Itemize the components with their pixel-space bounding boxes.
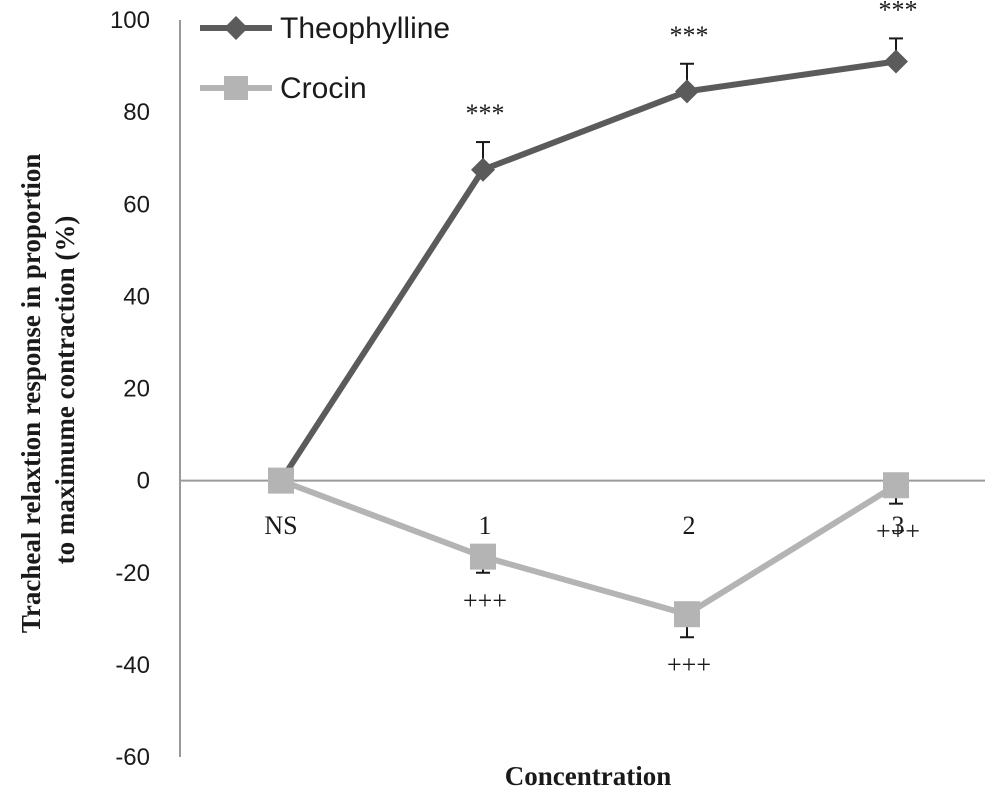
y-axis-title-line-1: Tracheal relaxtion response in proportio… <box>16 154 46 634</box>
y-axis-title: Tracheal relaxtion response in proportio… <box>16 147 80 633</box>
y-tick-label: -20 <box>115 560 150 587</box>
legend-marker <box>224 76 248 100</box>
y-tick-label: 80 <box>123 99 150 126</box>
x-category-label: NS <box>264 511 297 540</box>
y-tick-label: -60 <box>115 744 150 771</box>
legend-label: Theophylline <box>280 12 450 45</box>
y-axis-title-line-2: to maximume contraction (%) <box>50 216 80 565</box>
legend-marker <box>224 16 248 40</box>
y-tick-label: 60 <box>123 191 150 218</box>
y-tick-labels: 100 80 60 40 20 0 -20 -40 -60 <box>110 7 150 771</box>
significance-mark: +++ <box>667 650 711 679</box>
x-category-label: 2 <box>683 511 696 540</box>
significance-mark: *** <box>879 0 918 24</box>
legend-item-crocin: Crocin <box>200 72 367 105</box>
series-line <box>279 477 898 618</box>
significance-annotations: *** *** *** +++ +++ +++ <box>463 0 920 679</box>
series-group <box>268 37 909 639</box>
y-tick-label: 20 <box>123 376 150 403</box>
y-tick-label: 100 <box>110 7 150 34</box>
x-axis-title: Concentration <box>505 761 671 788</box>
legend-item-theophylline: Theophylline <box>200 12 450 45</box>
data-point <box>675 79 699 104</box>
data-point <box>470 543 496 570</box>
y-tick-label: 0 <box>137 468 150 495</box>
legend: Theophylline Crocin <box>200 12 450 105</box>
significance-mark: +++ <box>463 586 507 615</box>
x-category-label: 1 <box>479 511 492 540</box>
x-category-labels: NS 1 2 3 <box>264 511 904 540</box>
significance-mark: *** <box>670 21 709 50</box>
axes <box>179 20 985 757</box>
significance-mark: *** <box>466 99 505 128</box>
x-category-label: 3 <box>892 511 905 540</box>
y-tick-label: 40 <box>123 283 150 310</box>
legend-label: Crocin <box>280 72 367 105</box>
data-point <box>268 467 294 494</box>
data-point <box>883 472 909 499</box>
data-point <box>674 601 700 628</box>
data-point <box>471 157 495 182</box>
y-tick-label: -40 <box>115 652 150 679</box>
series-line <box>278 58 897 483</box>
data-point <box>884 49 908 74</box>
significance-mark: +++ <box>876 517 920 546</box>
series-crocin <box>268 467 909 639</box>
series-theophylline <box>269 37 908 493</box>
